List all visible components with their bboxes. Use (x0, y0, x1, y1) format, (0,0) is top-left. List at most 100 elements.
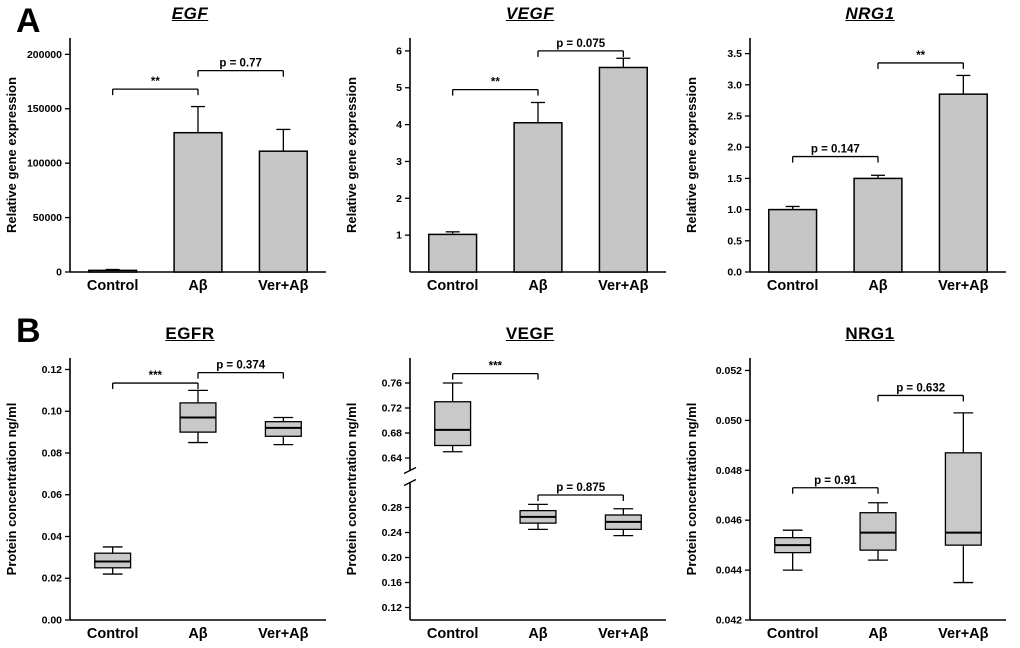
svg-text:50000: 50000 (33, 212, 62, 224)
svg-text:Aβ: Aβ (528, 626, 547, 642)
svg-text:p = 0.075: p = 0.075 (556, 38, 606, 50)
svg-text:0.00: 0.00 (42, 615, 63, 627)
svg-text:Ver+Aβ: Ver+Aβ (258, 278, 309, 294)
svg-text:0.76: 0.76 (382, 378, 403, 390)
panel-label-a: A (16, 2, 41, 40)
svg-text:1.5: 1.5 (727, 173, 742, 185)
chart-title-egf: EGF (171, 4, 209, 23)
svg-text:0.04: 0.04 (42, 531, 63, 543)
svg-text:0.044: 0.044 (716, 565, 742, 577)
svg-text:Control: Control (87, 626, 139, 642)
chart-title-vegf-gene: VEGF (505, 4, 555, 23)
svg-text:2: 2 (396, 193, 402, 205)
svg-text:2.5: 2.5 (727, 111, 742, 123)
svg-text:Ver+Aβ: Ver+Aβ (938, 626, 989, 642)
svg-text:0.046: 0.046 (716, 515, 742, 527)
chart-title-vegf-protein: VEGF (505, 324, 555, 343)
svg-text:Protein concentration ng/ml: Protein concentration ng/ml (684, 403, 699, 576)
svg-text:p = 0.91: p = 0.91 (814, 475, 857, 487)
svg-text:0.042: 0.042 (716, 615, 742, 627)
svg-text:Control: Control (87, 278, 139, 294)
svg-text:**: ** (151, 76, 160, 88)
svg-text:0.048: 0.048 (716, 465, 742, 477)
svg-text:0.20: 0.20 (382, 552, 403, 564)
svg-text:0.052: 0.052 (716, 365, 742, 377)
svg-text:p = 0.632: p = 0.632 (896, 382, 945, 394)
vegf-gene-bar-chart: 1 2 3 4 5 6 Relative gene expression Control Aβ V… (344, 38, 666, 294)
svg-text:0.5: 0.5 (727, 235, 742, 247)
svg-text:**: ** (916, 50, 925, 62)
svg-text:0.64: 0.64 (382, 453, 403, 465)
svg-text:**: ** (491, 77, 500, 89)
svg-text:0.24: 0.24 (382, 527, 403, 539)
vegf-protein-box-plot: 0.12 0.16 0.20 0.24 0.28 0.64 0.68 0.72 0.76 Prot… (344, 358, 666, 642)
svg-text:Control: Control (427, 626, 479, 642)
svg-text:0.050: 0.050 (716, 415, 742, 427)
chart-title-nrg1-gene: NRG1 (845, 4, 895, 23)
chart-title-egfr: EGFR (165, 324, 215, 343)
egf-gene-bar-chart: 0 50000 100000 150000 200000 Relative gene ex… (4, 38, 326, 294)
svg-text:Protein concentration ng/ml: Protein concentration ng/ml (4, 403, 19, 576)
svg-text:p = 0.875: p = 0.875 (556, 482, 606, 494)
svg-text:Control: Control (767, 626, 819, 642)
chart-nrg1-protein: NRG1 0.042 0.044 0.046 0.048 0.050 0.052 Prote… (680, 320, 1020, 646)
egfr-protein-box-plot: 0.00 0.02 0.04 0.06 0.08 0.10 0.12 Protein conc… (4, 358, 326, 642)
svg-text:1: 1 (396, 230, 402, 242)
protein-concentration-row: EGFR 0.00 0.02 0.04 0.06 0.08 0.10 0.12 Protein… (0, 320, 1020, 646)
svg-text:Relative gene expression: Relative gene expression (344, 77, 359, 233)
svg-text:p = 0.77: p = 0.77 (219, 58, 262, 70)
svg-text:Control: Control (427, 278, 479, 294)
chart-egf-gene: EGF 0 50000 100000 150000 200000 Relative gen… (0, 0, 340, 298)
svg-text:0: 0 (56, 267, 62, 279)
svg-text:Aβ: Aβ (868, 278, 887, 294)
nrg1-protein-box-plot: 0.042 0.044 0.046 0.048 0.050 0.052 Protein co… (684, 358, 1006, 642)
svg-text:p = 0.147: p = 0.147 (811, 144, 860, 156)
svg-text:100000: 100000 (27, 158, 62, 170)
nrg1-gene-bar-chart: 0.0 0.5 1.0 1.5 2.0 2.5 3.0 3.5 Relative gene ex… (684, 38, 1006, 294)
chart-vegf-gene: VEGF 1 2 3 4 5 6 Relative gene expression Contr… (340, 0, 680, 298)
svg-text:Control: Control (767, 278, 819, 294)
panel-label-b: B (16, 312, 41, 350)
svg-text:0.12: 0.12 (382, 602, 403, 614)
svg-text:3.5: 3.5 (727, 48, 742, 60)
svg-text:0.12: 0.12 (42, 364, 63, 376)
svg-text:200000: 200000 (27, 49, 62, 61)
chart-title-nrg1-protein: NRG1 (845, 324, 895, 343)
svg-text:2.0: 2.0 (727, 142, 742, 154)
svg-text:3.0: 3.0 (727, 79, 742, 91)
svg-text:Ver+Aβ: Ver+Aβ (258, 626, 309, 642)
chart-nrg1-gene: NRG1 0.0 0.5 1.0 1.5 2.0 2.5 3.0 3.5 Relative ge… (680, 0, 1020, 298)
chart-vegf-protein: VEGF 0.12 0.16 0.20 0.24 0.28 0.64 0.68 0.72 0.7… (340, 320, 680, 646)
svg-text:0.0: 0.0 (727, 267, 742, 279)
chart-egfr-protein: EGFR 0.00 0.02 0.04 0.06 0.08 0.10 0.12 Protein… (0, 320, 340, 646)
svg-text:1.0: 1.0 (727, 204, 742, 216)
svg-text:0.28: 0.28 (382, 502, 403, 514)
svg-text:0.16: 0.16 (382, 577, 403, 589)
svg-text:0.10: 0.10 (42, 406, 63, 418)
gene-expression-row: EGF 0 50000 100000 150000 200000 Relative gen… (0, 0, 1020, 298)
svg-text:Protein concentration ng/ml: Protein concentration ng/ml (344, 403, 359, 576)
svg-text:Ver+Aβ: Ver+Aβ (598, 278, 649, 294)
svg-text:Relative gene expression: Relative gene expression (4, 77, 19, 233)
svg-text:150000: 150000 (27, 103, 62, 115)
svg-text:***: *** (149, 370, 163, 382)
svg-text:5: 5 (396, 82, 402, 94)
svg-text:0.06: 0.06 (42, 489, 63, 501)
svg-text:0.68: 0.68 (382, 428, 403, 440)
svg-text:p = 0.374: p = 0.374 (216, 360, 266, 372)
svg-text:Aβ: Aβ (528, 278, 547, 294)
svg-text:6: 6 (396, 45, 402, 57)
svg-text:Ver+Aβ: Ver+Aβ (938, 278, 989, 294)
svg-text:Relative gene expression: Relative gene expression (684, 77, 699, 233)
svg-text:Aβ: Aβ (188, 626, 207, 642)
svg-text:4: 4 (396, 119, 402, 131)
svg-text:0.72: 0.72 (382, 403, 403, 415)
svg-text:Aβ: Aβ (188, 278, 207, 294)
svg-text:***: *** (489, 361, 503, 373)
svg-text:Aβ: Aβ (868, 626, 887, 642)
svg-text:Ver+Aβ: Ver+Aβ (598, 626, 649, 642)
svg-text:0.08: 0.08 (42, 447, 63, 459)
svg-text:0.02: 0.02 (42, 573, 63, 585)
svg-text:3: 3 (396, 156, 402, 168)
